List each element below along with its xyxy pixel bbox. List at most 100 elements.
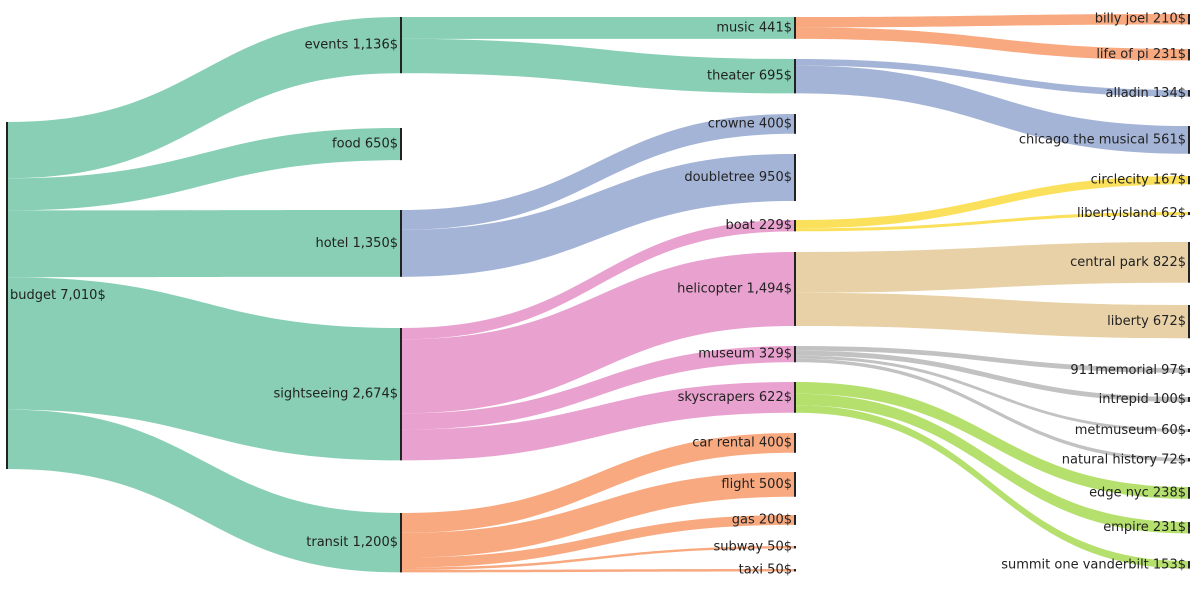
sankey-nodes <box>6 14 1190 573</box>
node-label-liberty: liberty 672$ <box>1107 314 1186 329</box>
node-bar-taxi <box>794 569 796 572</box>
node-label-theater: theater 695$ <box>707 69 792 84</box>
node-label-helicopter: helicopter 1,494$ <box>677 281 792 296</box>
node-label-libertyisland: libertyisland 62$ <box>1077 206 1186 221</box>
node-label-life-of-pi: life of pi 231$ <box>1096 47 1186 62</box>
link-skyscrapers-to-edge-nyc <box>796 382 1188 499</box>
link-sightseeing-to-skyscrapers <box>402 382 794 461</box>
node-bar-food <box>400 128 402 161</box>
node-bar-music <box>794 17 796 39</box>
link-skyscrapers-to-summit <box>796 405 1188 569</box>
node-label-billy-joel: billy joel 210$ <box>1095 12 1186 27</box>
node-label-events: events 1,136$ <box>305 38 398 53</box>
sankey-labels: budget 7,010$ events 1,136$ food 650$ hotel… <box>10 12 1186 578</box>
link-budget-to-hotel <box>8 210 400 278</box>
link-budget-to-food <box>8 128 400 211</box>
link-sightseeing-to-boat <box>402 220 794 340</box>
node-label-intrepid: intrepid 100$ <box>1099 392 1186 407</box>
link-events-to-music <box>402 17 794 39</box>
node-label-boat: boat 229$ <box>726 218 793 233</box>
node-bar-natural-history <box>1188 458 1190 462</box>
link-budget-to-transit <box>8 409 400 573</box>
node-bar-intrepid <box>1188 397 1190 402</box>
node-bar-life-of-pi <box>1188 49 1190 61</box>
node-label-car-rental: car rental 400$ <box>692 435 792 450</box>
node-bar-budget <box>6 122 8 469</box>
node-bar-car-rental <box>794 433 796 453</box>
node-label-gas: gas 200$ <box>732 512 792 527</box>
node-label-hotel: hotel 1,350$ <box>315 236 398 251</box>
link-skyscrapers-to-empire <box>796 393 1188 534</box>
link-sightseeing-to-museum <box>402 346 794 430</box>
link-theater-to-chicago <box>796 65 1188 154</box>
node-label-subway: subway 50$ <box>713 540 792 555</box>
node-bar-metmuseum <box>1188 429 1190 432</box>
node-label-metmuseum: metmuseum 60$ <box>1075 423 1186 438</box>
node-label-911memorial: 911memorial 97$ <box>1070 363 1186 378</box>
link-budget-to-sightseeing <box>8 277 400 461</box>
link-helicopter-to-liberty <box>796 292 1188 339</box>
link-theater-to-alladin <box>796 59 1188 97</box>
node-bar-libertyisland <box>1188 212 1190 216</box>
link-helicopter-to-central-park <box>796 242 1188 293</box>
node-bar-flight <box>794 472 796 497</box>
link-museum-to-metmuseum <box>796 355 1188 432</box>
link-transit-to-car-rental <box>402 433 794 533</box>
link-events-to-theater <box>402 38 794 94</box>
link-museum-to-911memorial <box>796 346 1188 373</box>
node-label-transit: transit 1,200$ <box>306 535 398 550</box>
link-boat-to-circlecity <box>796 176 1188 229</box>
node-bar-crowne <box>794 114 796 134</box>
node-label-taxi: taxi 50$ <box>739 563 792 578</box>
node-bar-central-park <box>1188 242 1190 283</box>
node-bar-museum <box>794 346 796 363</box>
link-boat-to-libertyisland <box>796 212 1188 232</box>
node-label-central-park: central park 822$ <box>1070 255 1186 270</box>
node-label-food: food 650$ <box>332 137 398 152</box>
node-bar-boat <box>794 220 796 232</box>
node-bar-911memorial <box>1188 368 1190 373</box>
node-bar-summit <box>1188 561 1190 569</box>
node-label-music: music 441$ <box>716 20 792 35</box>
node-bar-edge-nyc <box>1188 487 1190 499</box>
node-label-natural-history: natural history 72$ <box>1062 452 1186 467</box>
node-bar-sightseeing <box>400 328 402 461</box>
node-bar-chicago <box>1188 126 1190 154</box>
node-bar-hotel <box>400 210 402 277</box>
node-label-circlecity: circlecity 167$ <box>1091 173 1186 188</box>
node-bar-subway <box>794 546 796 549</box>
node-label-doubletree: doubletree 950$ <box>684 170 792 185</box>
link-museum-to-intrepid <box>796 350 1188 402</box>
node-bar-transit <box>400 513 402 573</box>
link-transit-to-taxi <box>402 569 794 573</box>
node-bar-skyscrapers <box>794 382 796 413</box>
node-label-skyscrapers: skyscrapers 622$ <box>678 390 792 405</box>
node-bar-gas <box>794 515 796 525</box>
link-sightseeing-to-helicopter <box>402 252 794 414</box>
node-bar-theater <box>794 59 796 94</box>
link-transit-to-subway <box>402 546 794 570</box>
node-label-flight: flight 500$ <box>721 477 792 492</box>
link-museum-to-natural-history <box>796 358 1188 462</box>
node-label-budget: budget 7,010$ <box>10 288 106 303</box>
node-bar-events <box>400 17 402 74</box>
link-transit-to-gas <box>402 515 794 568</box>
node-bar-circlecity <box>1188 176 1190 185</box>
node-bar-liberty <box>1188 305 1190 339</box>
node-label-museum: museum 329$ <box>698 347 792 362</box>
link-hotel-to-crowne <box>402 114 794 230</box>
node-label-empire: empire 231$ <box>1103 520 1186 535</box>
link-hotel-to-doubletree <box>402 154 794 277</box>
link-transit-to-flight <box>402 472 794 558</box>
node-bar-helicopter <box>794 252 796 326</box>
link-music-to-life-of-pi <box>796 27 1188 61</box>
node-label-summit: summit one vanderbilt 153$ <box>1001 557 1186 572</box>
sankey-links <box>8 14 1188 573</box>
link-music-to-billy-joel <box>796 14 1188 28</box>
node-label-chicago: chicago the musical 561$ <box>1019 132 1186 147</box>
node-label-crowne: crowne 400$ <box>708 116 792 131</box>
node-label-sightseeing: sightseeing 2,674$ <box>274 387 398 402</box>
link-budget-to-events <box>8 17 400 179</box>
node-label-alladin: alladin 134$ <box>1106 86 1186 101</box>
